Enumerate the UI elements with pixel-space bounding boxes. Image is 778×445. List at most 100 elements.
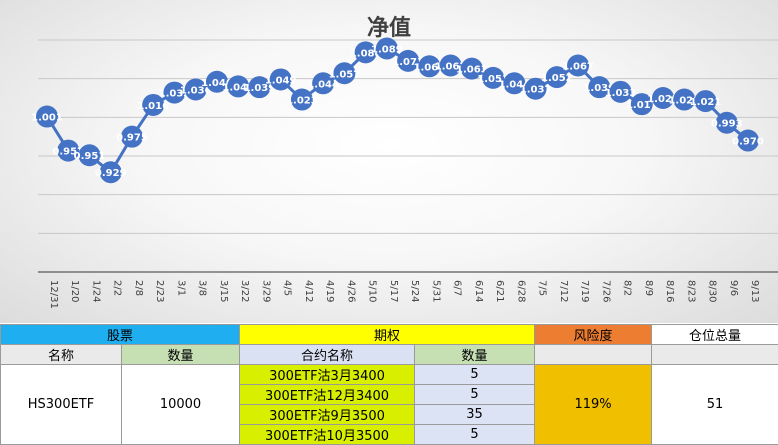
data-point [184,78,207,101]
x-tick-label: 8/9 [643,280,654,296]
data-point [652,87,675,109]
data-point [227,75,250,98]
data-label: 1.001 [31,113,63,124]
position-subheader-blank [651,344,778,365]
data-label: 1.067 [435,62,467,73]
x-tick-label: 9/13 [749,280,760,302]
x-tick-label: 2/8 [133,280,144,296]
option-contract-cell: 300ETF沽12月3400 [239,384,416,405]
data-point [78,144,101,167]
x-tick-label: 9/6 [728,280,739,296]
x-tick-label: 8/23 [685,280,696,302]
x-tick-label: 2/2 [112,280,123,296]
x-tick-label: 1/20 [69,280,80,302]
x-tick-label: 7/12 [558,280,569,302]
data-point [269,68,292,91]
x-tick-label: 6/28 [515,280,526,302]
stock-name-cell: HS300ETF [0,364,122,445]
data-label: 0.993 [711,119,743,130]
data-label: 1.084 [350,48,382,59]
option-contract-cell: 300ETF沽9月3500 [239,404,416,425]
x-tick-label: 6/14 [473,280,484,302]
data-label: 0.929 [95,168,127,179]
data-label: 1.021 [690,97,722,108]
data-point [609,80,632,103]
x-tick-label: 3/29 [260,280,271,302]
x-tick-label: 6/21 [494,280,505,302]
data-point [99,161,122,184]
data-point [545,66,568,89]
data-label: 1.063 [456,65,488,76]
data-label: 0.951 [74,151,106,162]
data-label: 1.039 [583,83,615,94]
data-point [630,93,653,116]
x-tick-label: 5/31 [430,280,441,302]
x-tick-label: 3/1 [175,280,186,296]
data-point [737,129,759,152]
data-label: 1.033 [605,88,637,99]
option-qty-header: 数量 [414,344,536,365]
series-line [45,46,749,175]
x-tick-label: 8/2 [622,280,633,296]
x-tick-label: 7/5 [537,280,548,296]
data-label: 1.089 [371,45,403,56]
x-tick-label: 5/24 [409,280,420,302]
data-point [439,54,462,77]
data-point [524,77,547,100]
data-point [57,139,80,162]
stock-qty-header: 数量 [120,344,241,365]
data-label: 1.023 [668,96,700,107]
data-point [460,57,483,80]
option-group-header: 期权 [239,324,536,345]
data-label: 1.066 [414,62,446,73]
data-label: 1.067 [562,62,594,73]
x-tick-label: 4/26 [345,280,356,302]
x-tick-label: 7/19 [579,280,590,302]
data-label: 1.023 [286,96,318,107]
data-point [36,105,58,128]
data-point [142,93,165,116]
data-label: 0.957 [52,147,84,158]
option-qty-cell: 5 [414,384,536,405]
x-tick-label: 6/7 [452,280,463,296]
data-label: 0.970 [732,137,764,148]
chart-area: 1.001 0.957 0.951 0.929 0.975 1.016 1.032 1.036… [0,0,778,323]
stock-group-header: 股票 [0,324,241,345]
data-point [694,90,717,113]
portfolio-table: 股票 期权 风险度 仓位总量 名称 数量 合约名称 数量 HS300ETF 10… [0,324,778,445]
x-tick-label: 8/30 [707,280,718,302]
option-qty-cell: 35 [414,404,536,425]
data-label: 1.040 [222,82,254,93]
data-point [248,76,271,99]
data-label: 1.032 [159,89,191,100]
data-point [205,70,228,93]
data-label: 1.037 [520,85,552,96]
position-header: 仓位总量 [651,324,778,345]
data-label: 1.049 [265,75,297,86]
risk-subheader-blank [534,344,653,365]
data-label: 1.017 [626,100,658,111]
data-point [290,88,313,111]
data-label: 1.051 [477,74,509,85]
contract-name-header: 合约名称 [239,344,416,365]
x-tick-label: 5/10 [367,280,378,302]
position-value-cell: 51 [651,364,778,445]
data-point [312,72,335,95]
data-label: 1.016 [137,101,169,112]
data-label: 1.073 [392,57,424,68]
data-point [333,62,356,85]
x-tick-label: 2/23 [154,280,165,302]
data-point [482,66,505,89]
option-contract-cell: 300ETF沽10月3500 [239,424,416,445]
data-point [715,111,738,134]
x-tick-label: 3/15 [218,280,229,302]
x-tick-label: 1/24 [90,280,101,302]
data-label: 1.036 [180,85,212,96]
data-label: 1.057 [329,69,361,80]
data-point [397,49,420,72]
chart-title: 净值 [366,16,411,41]
data-label: 1.039 [244,83,276,94]
x-tick-label: 4/5 [282,280,293,296]
data-point [375,37,398,60]
data-point [163,81,186,104]
